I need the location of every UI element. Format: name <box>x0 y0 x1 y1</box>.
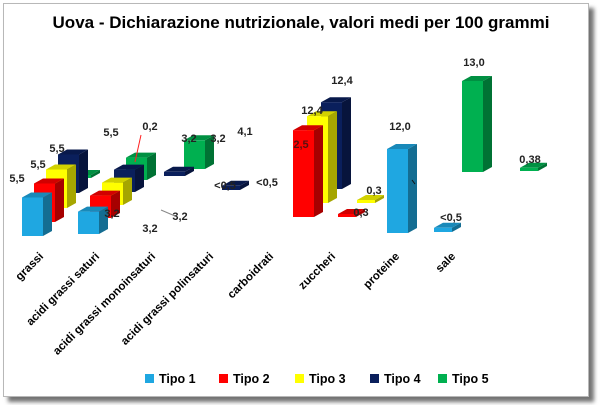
chart-frame: Uova - Dichiarazione nutrizionale, valor… <box>3 3 589 397</box>
data-labels-layer: 5,5 5,5 5,5 5,5 0,2 3,2 3,2 3,2 3,2 3,2 <0,5 4,1 <0,… <box>9 57 540 235</box>
leader-line <box>160 209 176 217</box>
category-label-proteine: proteine <box>362 251 403 292</box>
bar-chart: Uova - Dichiarazione nutrizionale, valor… <box>9 13 550 386</box>
bar-tipo-2-carboidrati <box>293 125 323 217</box>
data-label-tipo-5-acidi-grassi-saturi: 3,2 <box>210 133 225 145</box>
data-label-tipo-3-zuccheri: 0,3 <box>366 185 381 197</box>
legend-item-tipo-4: Tipo 4 <box>370 372 421 386</box>
category-label-acidi-grassi-monoinsaturi: acidi grassi monoinsaturi <box>51 251 158 358</box>
leader-line <box>411 179 416 185</box>
data-label-tipo-3-carboidrati: 12,4 <box>301 105 323 117</box>
data-label-tipo-5-grassi: 0,2 <box>142 121 157 133</box>
leader-lines-layer <box>134 134 416 217</box>
bar-tipo-4-acidi-grassi-polinsaturi <box>222 180 249 190</box>
legend-item-tipo-5: Tipo 5 <box>438 372 489 386</box>
legend-label: Tipo 4 <box>384 372 421 386</box>
bar-tipo-1-proteine <box>387 144 417 233</box>
category-label-sale: sale <box>434 251 458 275</box>
leader-line <box>134 134 142 163</box>
legend-swatch <box>438 374 447 383</box>
bar-tipo-1-sale <box>434 222 461 232</box>
data-label-tipo-4-carboidrati: 12,4 <box>331 75 353 87</box>
legend-item-tipo-2: Tipo 2 <box>219 372 270 386</box>
legend-label: Tipo 1 <box>159 372 196 386</box>
legend-swatch <box>145 374 154 383</box>
legend-label: Tipo 5 <box>452 372 489 386</box>
category-label-acidi-grassi-polinsaturi: acidi grassi polinsaturi <box>119 251 216 348</box>
data-label-tipo-1-sale: <0,5 <box>440 212 462 224</box>
data-label-tipo-4-acidi-grassi-saturi: 3,2 <box>181 133 196 145</box>
legend-swatch <box>219 374 228 383</box>
bar-tipo-3-zuccheri <box>357 195 384 203</box>
bar-tipo-5-proteine <box>462 76 492 172</box>
bar-tipo-1-grassi <box>22 192 52 236</box>
data-label-tipo-1-grassi: 5,5 <box>9 173 24 185</box>
bar-tipo-4-acidi-grassi-monoinsaturi <box>164 166 194 176</box>
data-label-tipo-3-acidi-grassi-saturi: 3,2 <box>172 211 187 223</box>
legend-swatch <box>295 374 304 383</box>
legend: Tipo 1 Tipo 2 Tipo 3 Tipo 4 Tipo 5 <box>145 372 489 386</box>
bar-tipo-2-zuccheri <box>338 209 365 217</box>
data-label-tipo-3-grassi: 5,5 <box>49 143 64 155</box>
data-label-tipo-2-zuccheri: 0,3 <box>353 207 368 219</box>
data-label-tipo-4-grassi: 5,5 <box>103 127 118 139</box>
data-label-tipo-1-proteine: 12,0 <box>389 121 410 133</box>
data-label-tipo-5-acidi-grassi-monoinsaturi: 4,1 <box>237 126 252 138</box>
chart-title: Uova - Dichiarazione nutrizionale, valor… <box>53 13 550 32</box>
data-label-tipo-5-sale: 0,38 <box>519 154 540 166</box>
legend-item-tipo-1: Tipo 1 <box>145 372 196 386</box>
data-label-tipo-5-proteine: 13,0 <box>463 57 484 69</box>
legend-item-tipo-3: Tipo 3 <box>295 372 346 386</box>
legend-swatch <box>370 374 379 383</box>
bar-tipo-5-sale <box>520 162 547 171</box>
data-label-tipo-4-acidi-grassi-monoinsaturi: <0,5 <box>214 180 236 192</box>
legend-label: Tipo 3 <box>309 372 346 386</box>
bar-tipo-1-acidi-grassi-saturi <box>78 206 108 234</box>
category-label-carboidrati: carboidrati <box>226 251 277 302</box>
category-label-grassi: grassi <box>14 251 46 283</box>
data-label-tipo-1-acidi-grassi-saturi: 3,2 <box>104 208 119 220</box>
data-label-tipo-2-acidi-grassi-saturi: 3,2 <box>142 223 157 235</box>
bars-layer <box>22 76 547 236</box>
bar-tipo-5-acidi-grassi-monoinsaturi <box>184 135 214 169</box>
category-label-zuccheri: zuccheri <box>297 251 338 292</box>
data-label-tipo-2-carboidrati: 2,5 <box>293 139 308 151</box>
data-label-tipo-2-grassi: 5,5 <box>30 159 45 171</box>
data-label-tipo-4-acidi-grassi-polinsaturi: <0,5 <box>256 177 278 189</box>
legend-label: Tipo 2 <box>233 372 270 386</box>
